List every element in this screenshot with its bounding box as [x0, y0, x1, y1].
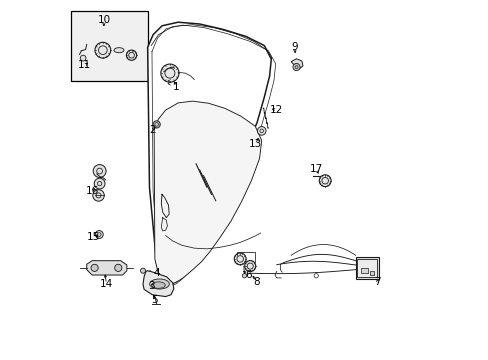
Text: 16: 16	[85, 186, 99, 196]
Text: 15: 15	[87, 232, 101, 242]
Text: 3: 3	[148, 281, 154, 291]
Circle shape	[319, 175, 330, 186]
Circle shape	[257, 127, 265, 135]
Polygon shape	[154, 101, 261, 284]
Text: 14: 14	[100, 279, 113, 289]
Circle shape	[91, 264, 98, 271]
Bar	[357, 259, 376, 277]
Bar	[360, 268, 367, 273]
Text: 2: 2	[149, 125, 156, 135]
Text: 1: 1	[173, 82, 179, 92]
Text: 4: 4	[153, 268, 160, 278]
Circle shape	[242, 274, 246, 278]
Circle shape	[244, 261, 255, 271]
Ellipse shape	[149, 279, 169, 289]
Polygon shape	[147, 22, 271, 284]
Text: 6: 6	[244, 270, 251, 280]
Text: 8: 8	[253, 277, 260, 287]
Text: 13: 13	[248, 139, 262, 149]
Circle shape	[234, 253, 245, 265]
Circle shape	[94, 178, 105, 189]
Ellipse shape	[114, 48, 124, 53]
Text: 11: 11	[78, 60, 91, 70]
Polygon shape	[290, 59, 303, 69]
Text: 17: 17	[309, 164, 322, 174]
Text: 9: 9	[291, 42, 297, 52]
Circle shape	[80, 55, 86, 61]
Bar	[70, 12, 147, 81]
Text: 5: 5	[151, 295, 158, 305]
Ellipse shape	[151, 282, 165, 288]
Text: 7: 7	[373, 277, 380, 287]
Circle shape	[153, 121, 160, 128]
Circle shape	[93, 165, 106, 177]
Bar	[369, 271, 373, 275]
Circle shape	[126, 50, 136, 60]
Text: 10: 10	[97, 15, 110, 26]
Text: 12: 12	[269, 105, 283, 115]
Circle shape	[292, 63, 300, 71]
Circle shape	[93, 190, 104, 201]
Polygon shape	[86, 261, 126, 275]
Circle shape	[140, 268, 145, 273]
Circle shape	[115, 264, 122, 271]
Circle shape	[95, 42, 110, 58]
Circle shape	[161, 64, 179, 82]
Polygon shape	[142, 271, 174, 297]
Bar	[355, 257, 378, 279]
Circle shape	[95, 230, 103, 238]
